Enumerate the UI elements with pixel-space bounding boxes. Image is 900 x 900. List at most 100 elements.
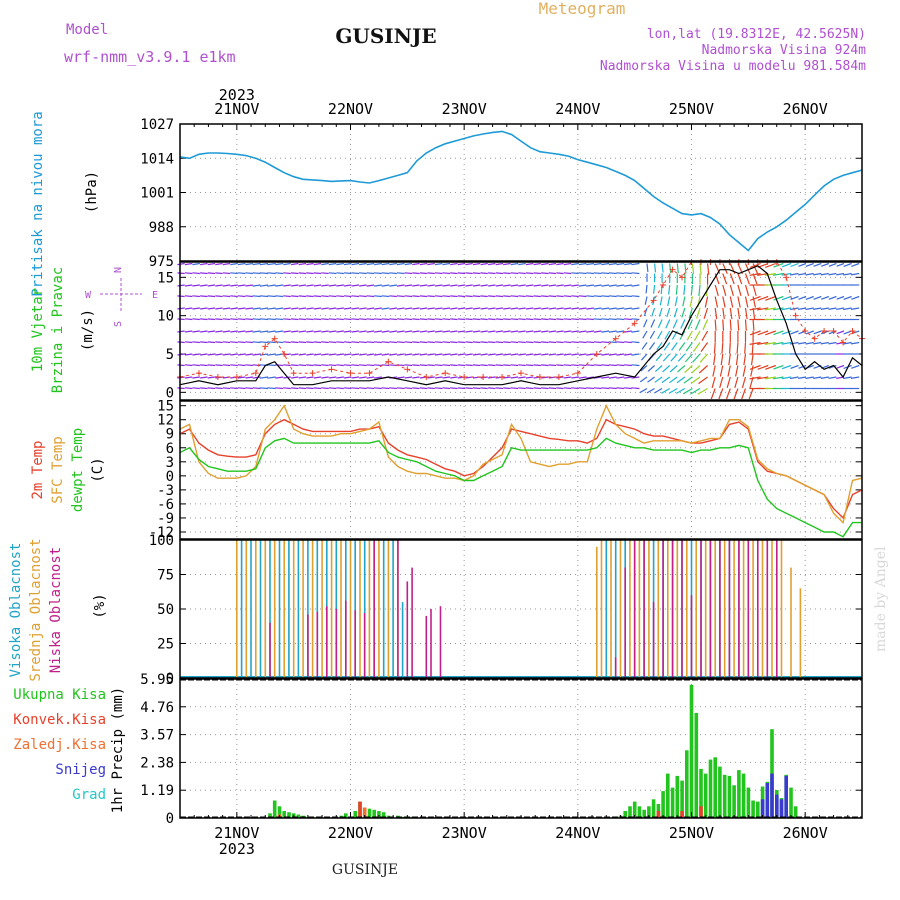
wind-arrow [200, 364, 208, 367]
wind-gust-point [555, 374, 562, 380]
wind-arrow [200, 295, 208, 298]
wind-arrow [684, 365, 693, 374]
wind-arrow [404, 341, 413, 344]
wind-arrow [434, 295, 443, 298]
wind-arrow [624, 330, 632, 333]
wind-arrow [480, 364, 488, 367]
wind-arrow [177, 341, 185, 344]
wind-arrow [697, 387, 708, 395]
wind-arrow [586, 341, 594, 344]
wind-arrow [465, 284, 473, 287]
wind-arrow [412, 364, 420, 367]
wind-arrow [215, 364, 223, 367]
wind-arrow [396, 353, 405, 356]
ytick-label-precip: 2.38 [140, 755, 174, 771]
wind-arrow [533, 364, 541, 367]
wind-arrow [586, 387, 594, 390]
wind-arrow [298, 307, 307, 310]
wind-arrow [653, 284, 656, 294]
wind-arrow [593, 295, 602, 298]
wind-arrow [328, 376, 337, 379]
wind-arrow [192, 284, 200, 287]
wind-arrow [608, 376, 617, 379]
wind-arrow [192, 353, 200, 356]
precip-total-bar [666, 773, 670, 818]
wind-arrow [472, 272, 481, 275]
wind-arrow [666, 307, 671, 318]
wind-arrow [245, 330, 253, 333]
wind-arrow [752, 319, 755, 331]
wind-arrow [184, 330, 193, 333]
wind-arrow [495, 307, 504, 310]
wind-arrow [321, 330, 329, 333]
wind-arrow [237, 387, 246, 390]
wind-arrow [412, 353, 420, 356]
wind-arrow [586, 284, 594, 287]
wind-arrow [752, 296, 756, 308]
wind-arrow [480, 272, 488, 275]
precip-total-bar [708, 759, 713, 818]
wind-arrow [366, 387, 375, 390]
wind-arrow [624, 262, 632, 266]
wind-arrow [488, 307, 496, 310]
wind-arrow [267, 272, 276, 275]
wind-arrow [781, 341, 792, 345]
wind-arrow [518, 318, 526, 321]
wind-arrow [245, 272, 253, 275]
wind-arrows [177, 262, 860, 400]
wind-arrow [601, 387, 610, 390]
wind-arrow [412, 307, 420, 310]
wind-arrow [749, 376, 761, 380]
model-name: wrf-nmm_v3.9.1 e1km [64, 48, 236, 66]
wind-arrow [306, 262, 314, 266]
ytick-label-cloud: 25 [157, 637, 174, 653]
wind-arrow [200, 376, 208, 379]
wind-arrow [381, 295, 390, 298]
wind-arrow [654, 387, 663, 394]
wind-arrow [427, 353, 435, 356]
wind-arrow [510, 272, 519, 275]
wind-arrow [389, 330, 397, 333]
wind-arrow [207, 387, 216, 390]
wind-arrow [657, 319, 663, 329]
wind-arrow [556, 307, 564, 310]
wind-arrow [571, 318, 579, 321]
wind-arrow [608, 272, 617, 275]
wind-arrow [267, 353, 276, 356]
wind-arrow [664, 330, 671, 340]
wind-arrow [200, 307, 208, 310]
wind-arrow [624, 307, 632, 310]
wind-arrow [643, 319, 648, 328]
wind-arrow [713, 353, 716, 366]
wind-arrow [313, 318, 322, 321]
wind-arrow [321, 284, 329, 287]
wind-arrow [781, 330, 792, 335]
wind-arrow [245, 262, 253, 266]
wind-arrow [704, 296, 709, 308]
wind-arrow [503, 272, 511, 275]
wind-arrow [419, 307, 428, 310]
wind-arrow [192, 318, 200, 321]
wind-arrow [374, 307, 382, 310]
wind-arrow [510, 341, 519, 344]
wind-arrow [631, 341, 640, 344]
wind-arrow [556, 353, 564, 356]
compass-n: N [113, 267, 124, 273]
wind-arrow [389, 307, 397, 310]
wind-arrow [374, 353, 382, 356]
wind-arrow [275, 295, 284, 298]
wind-arrow [450, 284, 458, 287]
wind-arrow [518, 353, 526, 356]
day-label-top: 25NOV [669, 100, 714, 118]
wind-arrow [541, 284, 549, 287]
wind-arrow [518, 341, 526, 344]
wind-arrow [828, 341, 837, 345]
wind-arrow [321, 307, 329, 310]
wind-arrow [321, 376, 329, 379]
wind-gust-point [783, 274, 790, 281]
wind-arrow [673, 307, 678, 318]
wind-arrow [676, 387, 686, 394]
wind-arrow [593, 330, 602, 333]
wind-arrow [184, 387, 193, 390]
wind-arrow [328, 364, 337, 367]
